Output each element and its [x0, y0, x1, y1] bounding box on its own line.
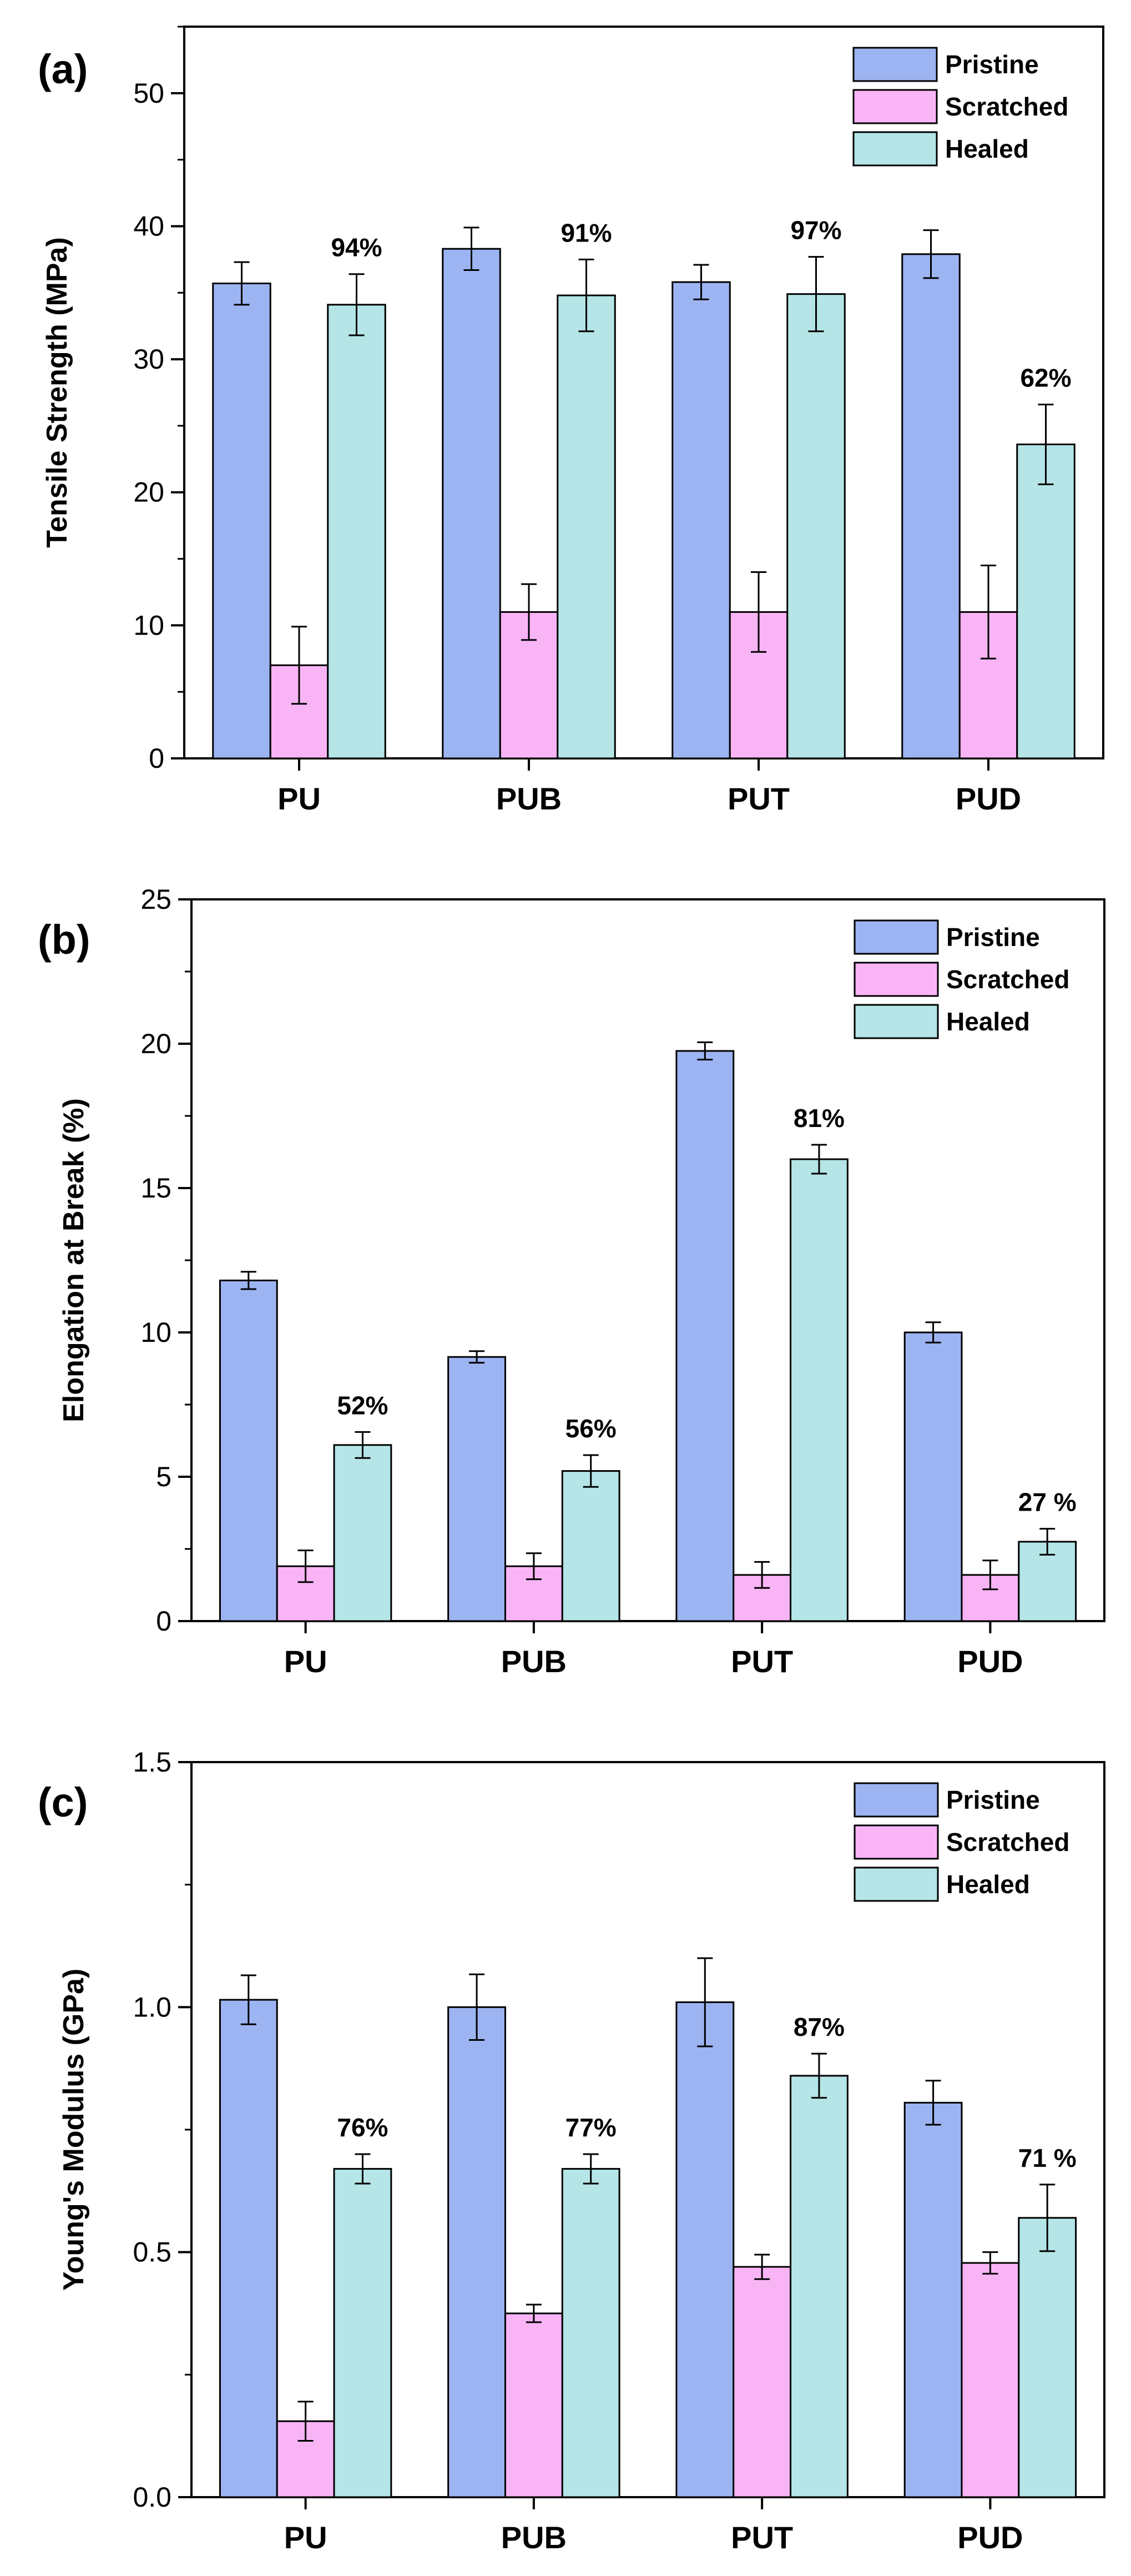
legend-swatch-pristine — [854, 1782, 939, 1818]
bar-scratched-put — [729, 611, 789, 759]
panel-label: (c) — [38, 1779, 88, 1825]
bar-healed-put — [790, 2075, 849, 2498]
y-tick-label: 0.0 — [133, 2482, 171, 2513]
bar-healed-pub — [561, 2168, 620, 2498]
y-tick-label: 1.0 — [133, 1991, 171, 2022]
x-tick-label: PUD — [957, 2520, 1023, 2555]
y-tick-label: 0.5 — [133, 2237, 171, 2268]
bar-healed-pu — [327, 304, 386, 759]
bar-pristine-pu — [219, 1999, 278, 2498]
recovery-annotation: 77% — [566, 2113, 617, 2142]
recovery-annotation: 71 % — [1018, 2144, 1077, 2172]
x-tick-label: PU — [277, 781, 321, 816]
y-axis-label: Tensile Strength (MPa) — [41, 237, 73, 548]
y-tick-label: 25 — [140, 884, 171, 915]
recovery-annotation: 97% — [790, 216, 841, 245]
legend-label-healed: Healed — [946, 1870, 1030, 1899]
legend-label-scratched: Scratched — [946, 965, 1069, 994]
bar-healed-put — [786, 293, 846, 759]
legend-label-pristine: Pristine — [946, 1785, 1040, 1814]
bar-pristine-pud — [903, 1331, 963, 1622]
y-tick-label: 0 — [149, 743, 164, 774]
panel-label: (b) — [38, 917, 90, 963]
legend-label-pristine: Pristine — [946, 923, 1040, 952]
legend-swatch-scratched — [852, 89, 938, 124]
y-tick-label: 1.5 — [133, 1747, 171, 1778]
bar-scratched-pud — [961, 2262, 1020, 2498]
legend-swatch-pristine — [854, 919, 939, 955]
recovery-annotation: 62% — [1020, 364, 1071, 393]
bar-pristine-put — [675, 1050, 735, 1622]
bar-healed-pud — [1018, 2217, 1077, 2498]
legend-swatch-healed — [854, 1004, 939, 1039]
bar-healed-pub — [561, 1470, 620, 1622]
x-tick-label: PUD — [956, 781, 1021, 816]
legend-swatch-pristine — [852, 47, 938, 82]
legend-label-healed: Healed — [945, 134, 1029, 163]
y-tick-label: 40 — [133, 210, 164, 242]
y-tick-label: 20 — [140, 1028, 171, 1059]
legend-swatch-scratched — [854, 962, 939, 997]
chart-panel-3: (c) Young's Modulus (GPa) 0.0 0.5 1.0 1.5 PU 76… — [38, 1747, 1105, 2555]
y-axis-label: Young's Modulus (GPa) — [58, 1969, 90, 2291]
x-tick-label: PUT — [731, 1644, 793, 1679]
bar-scratched-pub — [504, 2312, 563, 2498]
bar-pristine-pud — [903, 2101, 963, 2498]
recovery-annotation: 87% — [794, 2012, 845, 2041]
bar-pristine-pub — [442, 248, 501, 759]
legend-label-pristine: Pristine — [945, 50, 1039, 79]
x-tick-label: PUB — [501, 2520, 567, 2555]
y-tick-label: 5 — [156, 1461, 171, 1492]
bar-healed-pu — [333, 1444, 392, 1622]
y-tick-label: 10 — [140, 1317, 171, 1348]
y-tick-label: 10 — [133, 610, 164, 641]
bar-scratched-put — [733, 2266, 792, 2498]
panel-label: (a) — [38, 46, 88, 92]
bar-pristine-pub — [447, 2006, 506, 2498]
bar-pristine-pu — [219, 1279, 278, 1622]
legend-label-scratched: Scratched — [946, 1828, 1069, 1856]
recovery-annotation: 94% — [331, 233, 382, 262]
bar-pristine-pud — [901, 253, 961, 759]
recovery-annotation: 52% — [337, 1391, 388, 1420]
x-tick-label: PUB — [501, 1644, 567, 1679]
y-tick-label: 0 — [156, 1606, 171, 1637]
y-axis-label: Elongation at Break (%) — [58, 1098, 90, 1422]
bar-pristine-put — [671, 281, 731, 759]
bar-healed-put — [790, 1158, 849, 1622]
legend-swatch-scratched — [854, 1824, 939, 1860]
x-tick-label: PUD — [957, 1644, 1023, 1679]
recovery-annotation: 91% — [561, 218, 612, 247]
recovery-annotation: 76% — [337, 2113, 388, 2142]
x-tick-label: PUT — [731, 2520, 793, 2555]
x-tick-label: PUB — [496, 781, 562, 816]
bar-healed-pud — [1016, 443, 1076, 759]
bar-healed-pu — [333, 2168, 392, 2498]
legend-label-healed: Healed — [946, 1007, 1030, 1036]
recovery-annotation: 81% — [794, 1104, 845, 1133]
x-tick-label: PU — [284, 1644, 327, 1679]
bar-pristine-put — [675, 2001, 735, 2498]
y-tick-label: 50 — [133, 78, 164, 109]
plot-frame — [183, 26, 1104, 759]
chart-panel-2: (b) Elongation at Break (%) 0 5 10 15 20 25 PU 52… — [38, 884, 1105, 1679]
chart-panel-1: (a) Tensile Strength (MPa) 0 10 20 30 40 50 PU 94… — [38, 26, 1104, 816]
y-tick-label: 30 — [133, 344, 164, 375]
legend-label-scratched: Scratched — [945, 92, 1068, 121]
bar-pristine-pub — [447, 1356, 506, 1622]
recovery-annotation: 27 % — [1018, 1488, 1077, 1517]
y-tick-label: 15 — [140, 1173, 171, 1204]
bar-pristine-pu — [212, 282, 271, 759]
recovery-annotation: 56% — [566, 1414, 617, 1443]
y-tick-label: 20 — [133, 477, 164, 508]
legend-swatch-healed — [854, 1866, 939, 1902]
legend-swatch-healed — [852, 131, 938, 167]
x-tick-label: PU — [284, 2520, 327, 2555]
x-tick-label: PUT — [728, 781, 790, 816]
bar-healed-pub — [557, 294, 616, 759]
